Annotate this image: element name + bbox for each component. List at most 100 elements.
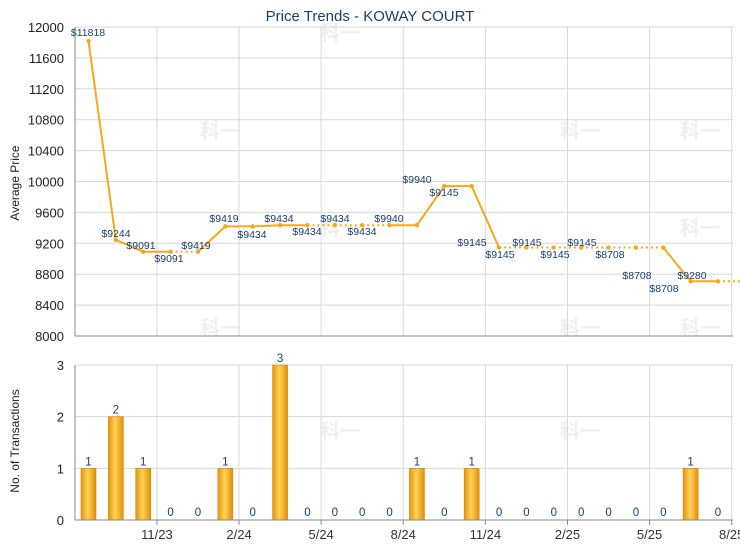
transactions-y-tick-label: 2 bbox=[57, 410, 64, 425]
price-point bbox=[387, 223, 392, 228]
price-y-tick-label: 10800 bbox=[28, 113, 64, 128]
price-point bbox=[688, 279, 693, 284]
transaction-bar bbox=[135, 468, 152, 521]
price-point-label: $9091 bbox=[154, 253, 183, 265]
price-point-label: $8708 bbox=[649, 283, 678, 295]
transaction-bar bbox=[682, 468, 699, 521]
price-point bbox=[578, 245, 584, 250]
price-point-label: $9419 bbox=[181, 240, 210, 252]
price-y-tick-label: 11200 bbox=[29, 82, 64, 97]
price-point-label: $11818 bbox=[71, 27, 105, 39]
axes bbox=[74, 27, 733, 521]
price-y-ticks: 8000 8400 8800 9200 9600 10000 10400 10800 11200… bbox=[28, 20, 64, 344]
price-point-label: $9434 bbox=[264, 213, 293, 225]
transaction-bar bbox=[463, 468, 480, 521]
price-point bbox=[414, 223, 420, 228]
price-line-segment bbox=[252, 224, 281, 228]
transactions-y-tick-label: 3 bbox=[57, 358, 64, 373]
transaction-bar-label: 2 bbox=[113, 405, 119, 417]
transaction-bar-label: 0 bbox=[496, 507, 502, 519]
price-line-series bbox=[86, 38, 740, 284]
price-line-segment bbox=[115, 238, 144, 253]
price-y-tick-label: 10400 bbox=[28, 144, 64, 159]
watermark-text: 科一 bbox=[320, 21, 360, 45]
transaction-bar bbox=[409, 468, 425, 521]
transaction-bar-label: 0 bbox=[359, 507, 365, 519]
transaction-bar-label: 1 bbox=[222, 456, 228, 468]
transaction-bar-label: 0 bbox=[633, 507, 639, 519]
price-y-tick-label: 9200 bbox=[35, 236, 64, 251]
transactions-gridlines bbox=[75, 364, 733, 521]
watermark-text: 科一 bbox=[200, 119, 240, 143]
transaction-bar-label: 0 bbox=[605, 507, 611, 519]
transaction-bar-label: 1 bbox=[414, 456, 420, 468]
price-point-label: $9434 bbox=[320, 213, 349, 225]
price-point bbox=[524, 245, 529, 250]
price-point bbox=[661, 245, 666, 250]
watermark-text: 科一 bbox=[560, 119, 600, 143]
price-point-label: $9244 bbox=[101, 228, 130, 240]
transaction-bar-label: 0 bbox=[332, 507, 338, 519]
price-line-segment bbox=[470, 185, 500, 248]
transaction-bar-label: 0 bbox=[715, 507, 721, 519]
price-y-tick-label: 11600 bbox=[29, 51, 64, 66]
price-point bbox=[606, 245, 611, 250]
watermark-text: 科一 bbox=[320, 216, 360, 240]
transaction-bar-label: 0 bbox=[304, 507, 310, 519]
price-point-label: $9434 bbox=[292, 226, 321, 238]
price-point bbox=[551, 245, 556, 250]
transaction-bar-label: 0 bbox=[195, 507, 201, 519]
price-point bbox=[277, 223, 283, 228]
price-line-segment bbox=[197, 225, 227, 253]
transaction-bars bbox=[80, 364, 699, 521]
transaction-bar-label: 0 bbox=[523, 507, 529, 519]
price-point-label: $9940 bbox=[374, 213, 403, 225]
transaction-bar-label: 0 bbox=[551, 507, 557, 519]
price-point bbox=[195, 249, 201, 254]
transaction-bar-labels: 12100103000010100000001001 bbox=[85, 353, 721, 519]
chart-title: Price Trends - KOWAY COURT bbox=[266, 8, 475, 25]
price-line-segment bbox=[416, 185, 446, 226]
transaction-bar-label: 0 bbox=[441, 507, 447, 519]
price-point bbox=[442, 183, 447, 189]
transaction-bar bbox=[272, 364, 288, 521]
price-point bbox=[496, 245, 502, 250]
transaction-bar-label: 0 bbox=[578, 507, 584, 519]
price-point bbox=[250, 224, 255, 229]
watermark-text: 科一 bbox=[560, 419, 600, 443]
price-point-label: $9145 bbox=[540, 249, 569, 261]
transaction-bar bbox=[80, 468, 97, 521]
transaction-bar-label: 3 bbox=[277, 353, 283, 365]
price-y-tick-label: 9600 bbox=[35, 205, 64, 220]
transactions-y-tick-label: 0 bbox=[57, 513, 64, 528]
price-point-label: $8708 bbox=[622, 270, 651, 282]
x-tick-label: 11/23 bbox=[141, 527, 173, 542]
x-tick-label: 11/24 bbox=[470, 527, 502, 542]
price-point-label: $9145 bbox=[485, 249, 514, 261]
price-point-label: $9145 bbox=[457, 237, 486, 249]
transaction-bar bbox=[108, 416, 124, 521]
x-tick-label: 8/25 bbox=[719, 527, 740, 542]
price-point bbox=[332, 223, 338, 228]
x-tick-label: 2/25 bbox=[555, 527, 580, 542]
price-point-label: $9145 bbox=[429, 187, 458, 199]
price-y-tick-label: 10000 bbox=[28, 175, 64, 190]
price-point-label: $9419 bbox=[209, 213, 238, 225]
x-axis-ticks: 11/23 2/24 5/24 8/24 11/24 2/25 5/25 8/25 bbox=[141, 520, 740, 542]
price-point-label: $8708 bbox=[595, 249, 624, 261]
transaction-bar-label: 1 bbox=[468, 456, 474, 468]
transaction-bar-label: 1 bbox=[85, 456, 91, 468]
price-point bbox=[305, 223, 310, 228]
price-point-labels: $11818$9244$9091$9091$9419$9419$9434$943… bbox=[71, 27, 707, 295]
price-line-segment bbox=[87, 40, 117, 241]
transaction-bar-label: 0 bbox=[250, 507, 256, 519]
price-point-label: $9940 bbox=[402, 174, 431, 186]
transaction-bar-label: 0 bbox=[660, 507, 666, 519]
price-point bbox=[469, 183, 474, 189]
transactions-y-ticks: 0 1 2 3 bbox=[57, 358, 64, 528]
watermark-text: 科一 bbox=[680, 119, 720, 143]
x-tick-label: 5/25 bbox=[637, 527, 662, 542]
transaction-bar-label: 0 bbox=[386, 507, 392, 519]
price-point bbox=[223, 224, 228, 229]
